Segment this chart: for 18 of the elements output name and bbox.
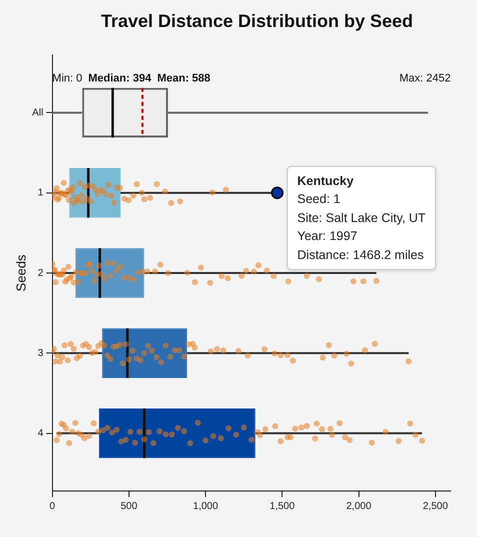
y-tick-label: 4 — [38, 428, 44, 440]
annotation: Max: 2452 — [399, 72, 451, 85]
x-tick-label: 0 — [50, 500, 56, 512]
y-tick-label: All — [32, 107, 44, 118]
annotation: Min: 0 — [52, 72, 82, 85]
chart-title: Travel Distance Distribution by Seed — [100, 11, 414, 32]
annotation: Kentucky Seed: 1 Site: Salt Lake City, UT Year: 1997 Distance: 1468.2 miles — [297, 172, 426, 264]
y-axis-title: Seeds — [13, 254, 28, 292]
y-tick-label: 2 — [38, 268, 44, 279]
x-tick-label: 1,000 — [193, 500, 218, 512]
x-tick-label: 1,500 — [270, 500, 296, 512]
x-tick-label: 2,000 — [346, 500, 372, 512]
x-tick-label: 500 — [120, 500, 138, 512]
y-tick-label: 1 — [38, 188, 44, 199]
annotation: Median: 394 — [88, 72, 152, 85]
annotation: Mean: 588 — [157, 72, 210, 85]
x-tick-label: 2,500 — [422, 500, 448, 512]
y-tick-label: 3 — [38, 348, 44, 359]
